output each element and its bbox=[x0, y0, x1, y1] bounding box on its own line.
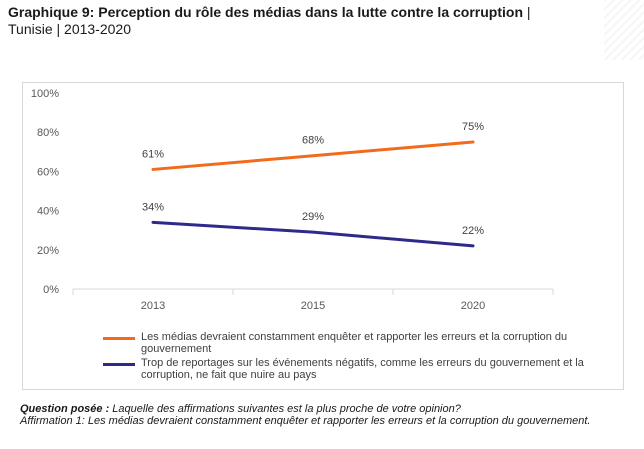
legend-label-2: Trop de reportages sur les événements né… bbox=[141, 357, 584, 381]
legend-swatch-2 bbox=[103, 363, 135, 366]
series-group: 61% 68% 75% 34% 29% 22% bbox=[142, 121, 484, 248]
y-tick-label: 20% bbox=[37, 245, 59, 257]
data-label: 68% bbox=[302, 135, 324, 147]
legend-item-1: Les médias devraient constamment enquête… bbox=[103, 331, 603, 355]
line-chart: 0% 20% 40% 60% 80% 100% 2013 2015 2020 61% 68% 75… bbox=[31, 88, 554, 312]
y-tick-label: 100% bbox=[31, 88, 59, 100]
data-label: 29% bbox=[302, 211, 324, 223]
data-label: 34% bbox=[142, 201, 164, 213]
x-axis: 2013 2015 2020 bbox=[72, 288, 554, 312]
y-tick-label: 80% bbox=[37, 127, 59, 139]
question-label: Question posée : bbox=[20, 403, 110, 415]
legend: Les médias devraient constamment enquête… bbox=[103, 331, 603, 383]
y-axis: 0% 20% 40% 60% 80% 100% bbox=[31, 88, 59, 296]
series-line-1 bbox=[151, 140, 475, 171]
legend-item-2: Trop de reportages sur les événements né… bbox=[103, 357, 603, 381]
question-text: Laquelle des affirmations suivantes est … bbox=[109, 403, 461, 415]
footnote: Question posée : Laquelle des affirmatio… bbox=[20, 403, 630, 427]
chart-title: Graphique 9: Perception du rôle des médi… bbox=[8, 4, 523, 20]
series-line-2 bbox=[151, 220, 475, 248]
y-tick-label: 40% bbox=[37, 206, 59, 218]
x-tick-label: 2013 bbox=[141, 300, 165, 312]
chart-container: 0% 20% 40% 60% 80% 100% 2013 2015 2020 61% 68% 75… bbox=[22, 82, 624, 390]
legend-swatch-1 bbox=[103, 337, 135, 340]
chart-title-block: Graphique 9: Perception du rôle des médi… bbox=[8, 4, 638, 38]
data-label: 61% bbox=[142, 148, 164, 160]
data-label: 22% bbox=[462, 225, 484, 237]
legend-label-1: Les médias devraient constamment enquête… bbox=[141, 331, 568, 355]
affirmation-text: Affirmation 1: Les médias devraient cons… bbox=[20, 415, 591, 427]
corner-decoration bbox=[604, 0, 644, 60]
x-tick-label: 2020 bbox=[461, 300, 485, 312]
chart-subtitle: Tunisie | 2013-2020 bbox=[8, 21, 131, 37]
x-tick-label: 2015 bbox=[301, 300, 325, 312]
y-tick-label: 60% bbox=[37, 166, 59, 178]
title-separator: | bbox=[526, 4, 531, 20]
y-tick-label: 0% bbox=[43, 284, 59, 296]
data-label: 75% bbox=[462, 121, 484, 133]
